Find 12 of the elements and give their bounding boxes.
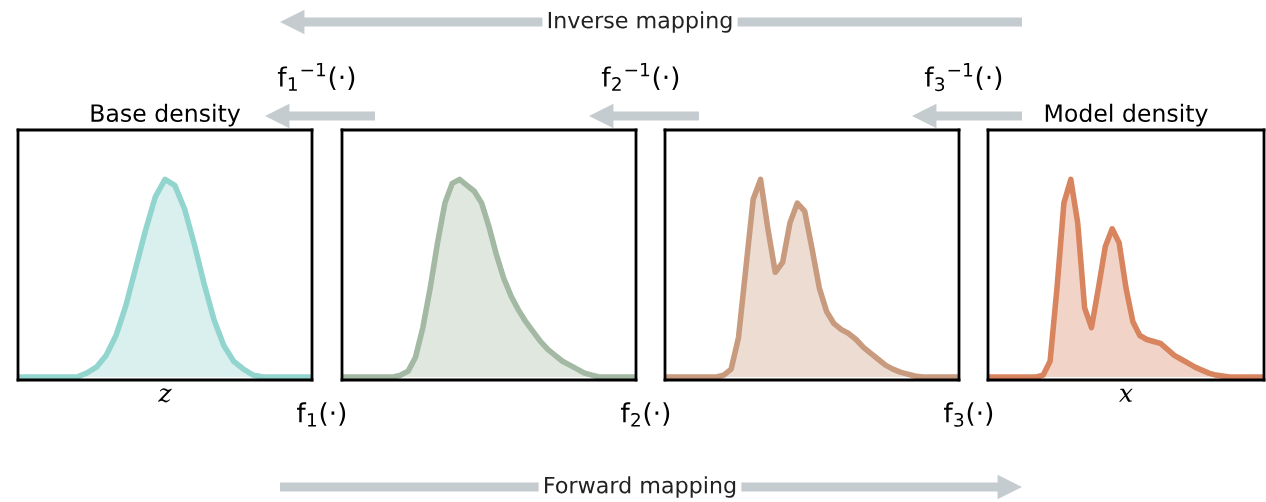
- chart-title: Base density: [91, 103, 241, 127]
- text: f$_{2}$(·): [621, 402, 670, 427]
- text: f$_{1}$(·): [297, 402, 346, 427]
- x-axis-title: x: [1119, 388, 1133, 402]
- text: Inverse mapping: [548, 11, 732, 33]
- x-axis-title: z: [158, 388, 172, 403]
- chart-title: Model density: [1045, 103, 1208, 127]
- text: f$_{2}$$^{−1}$(·): [601, 62, 679, 91]
- text: f$_{3}$(·): [944, 402, 993, 427]
- text: f$_{1}$$^{−1}$(·): [277, 62, 355, 91]
- text: Forward mapping: [545, 476, 736, 498]
- text: f$_{3}$$^{−1}$(·): [924, 63, 1002, 92]
